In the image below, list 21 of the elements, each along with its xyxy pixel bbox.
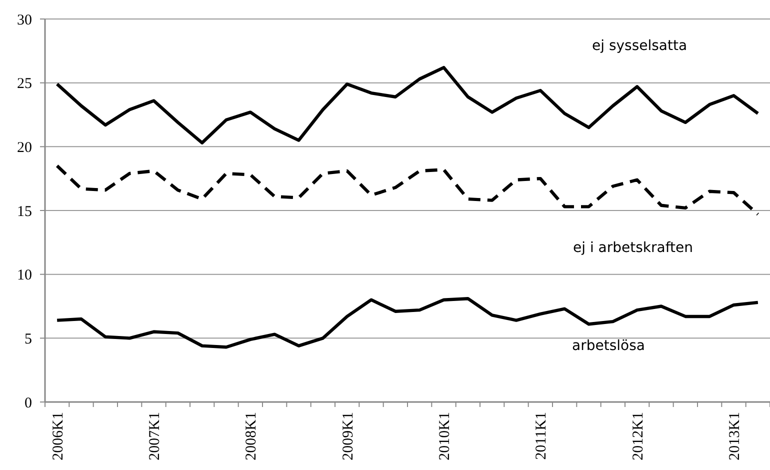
y-tick-label: 10: [17, 268, 32, 284]
x-tick-label: 2012K1: [630, 412, 646, 460]
line-series: [55, 164, 760, 216]
y-tick-label: 5: [24, 331, 32, 348]
y-tick-label: 30: [17, 12, 32, 28]
x-tick-label: 2008K1: [244, 412, 260, 460]
line-series: [55, 66, 760, 144]
line-series: [55, 296, 760, 349]
x-tick-label: 2013K1: [727, 412, 743, 460]
series-label: arbetslösa: [572, 338, 645, 354]
y-tick-label: 15: [17, 204, 32, 220]
x-tick-label: 2010K1: [437, 412, 453, 460]
y-tick-label: 25: [17, 76, 32, 92]
x-tick-label: 2006K1: [50, 412, 66, 460]
y-tick-label: 20: [17, 140, 32, 156]
y-tick-label: 0: [24, 395, 32, 412]
x-tick-label: 2007K1: [147, 412, 163, 460]
x-tick-label: 2011K1: [534, 412, 550, 460]
text: ej i arbetskraften: [573, 240, 694, 256]
x-tick-label: 2009K1: [340, 412, 356, 460]
text: ej sysselsatta: [592, 38, 688, 54]
